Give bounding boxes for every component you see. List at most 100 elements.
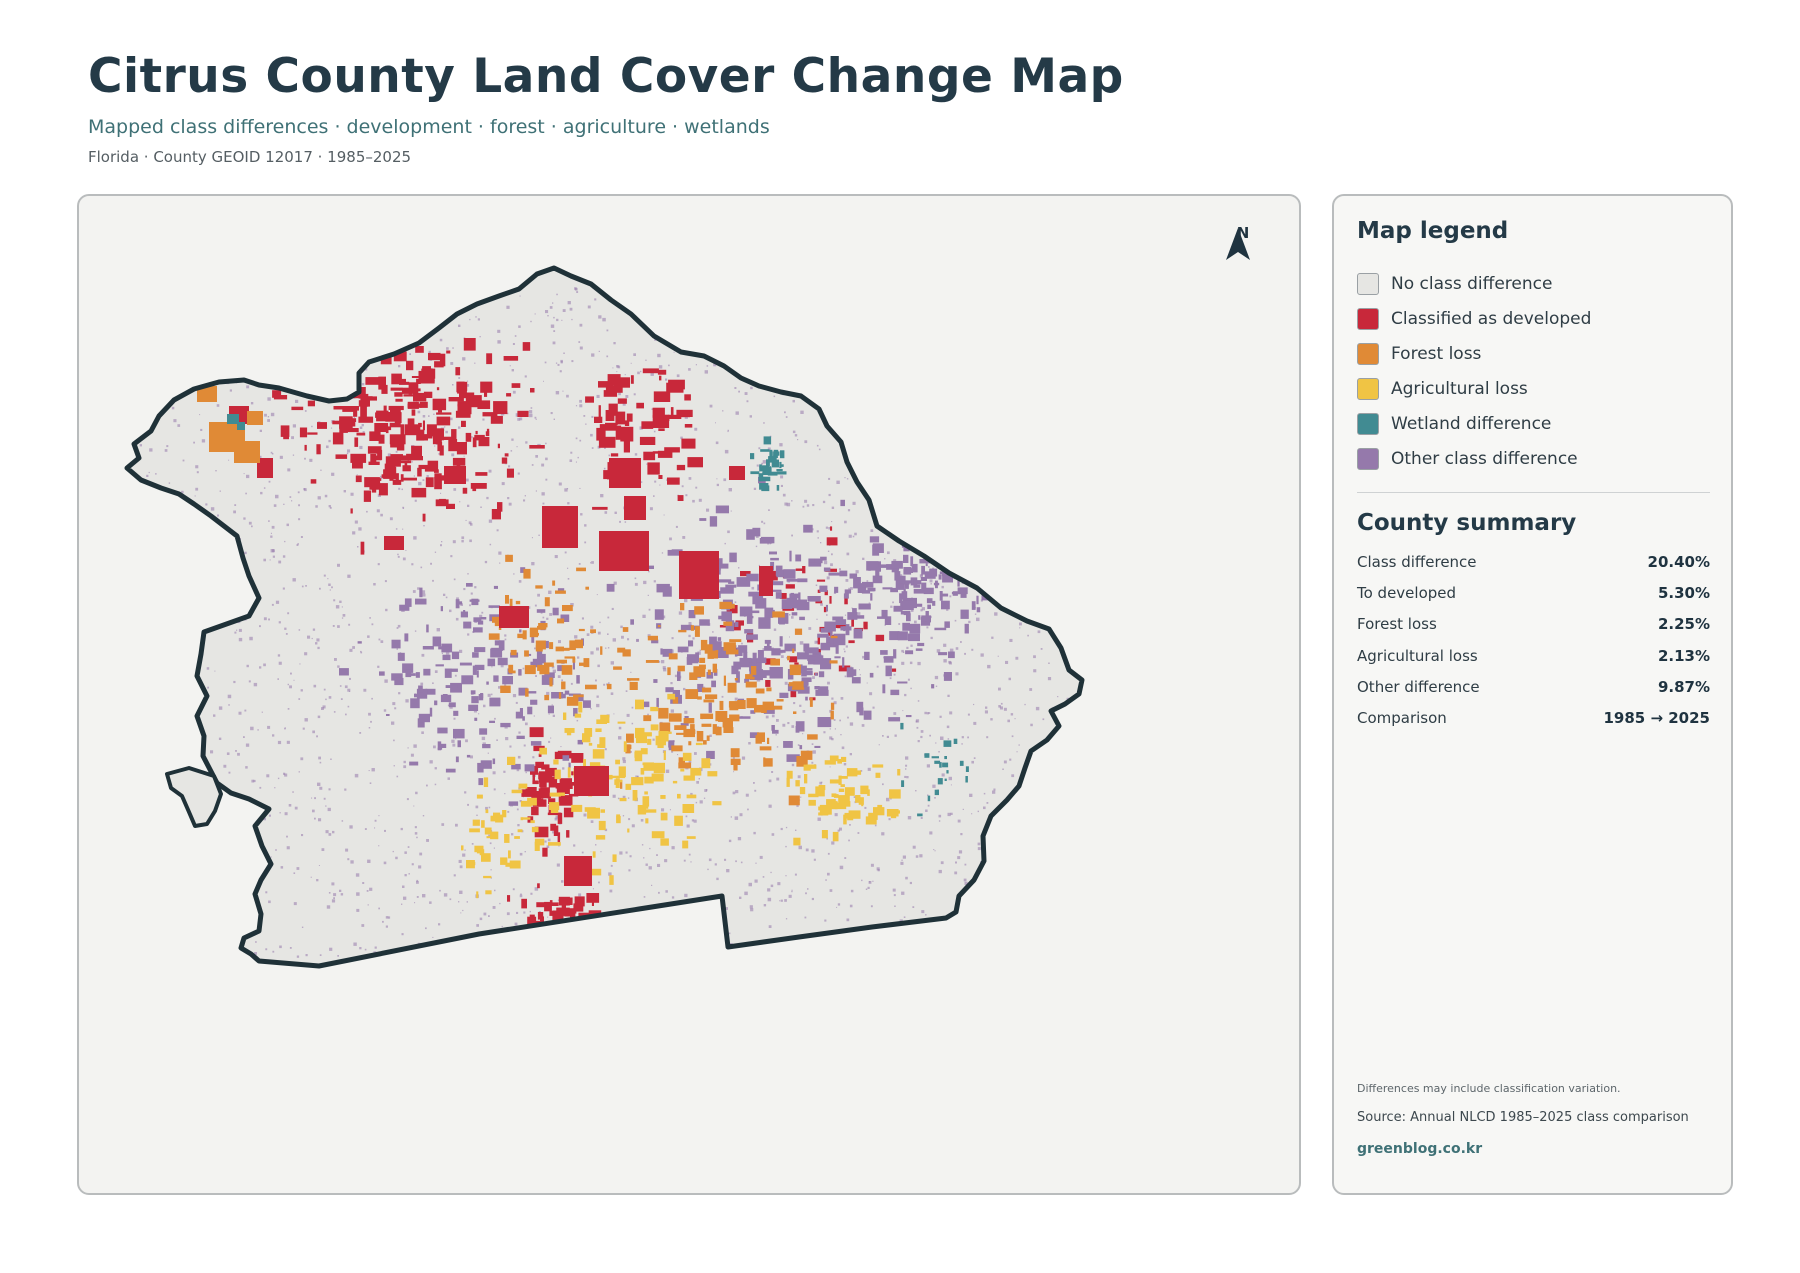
developed-patch: [332, 420, 346, 425]
other-change-patch: [835, 642, 839, 654]
developed-patch: [817, 636, 820, 645]
other-change-speck: [1053, 894, 1057, 898]
other-change-speck: [961, 736, 964, 739]
other-change-patch: [875, 567, 880, 579]
developed-patch: [838, 665, 851, 672]
other-change-speck: [1075, 436, 1077, 439]
other-change-speck: [1033, 939, 1035, 941]
other-change-speck: [459, 890, 463, 894]
other-change-speck: [905, 876, 908, 880]
other-change-patch: [573, 708, 578, 717]
other-change-patch: [885, 665, 892, 677]
other-change-speck: [475, 316, 477, 318]
other-change-patch: [551, 692, 564, 699]
other-change-speck: [1025, 407, 1029, 412]
other-change-speck: [187, 379, 190, 382]
other-change-speck: [407, 846, 410, 848]
map-panel[interactable]: N: [77, 194, 1301, 1195]
other-change-speck: [921, 607, 925, 611]
other-change-speck: [1021, 296, 1024, 299]
developed-patch: [615, 411, 626, 425]
other-change-speck: [869, 398, 871, 400]
other-change-speck: [184, 311, 187, 314]
swatch-other-difference: [1357, 447, 1379, 470]
other-change-speck: [716, 483, 719, 487]
other-change-speck: [447, 777, 450, 780]
other-change-speck: [520, 944, 523, 947]
other-change-speck: [844, 520, 847, 524]
other-change-speck: [324, 333, 326, 335]
other-change-patch: [429, 707, 433, 717]
site-link[interactable]: greenblog.co.kr: [1357, 1141, 1483, 1157]
other-change-speck: [927, 794, 929, 796]
page-meta: Florida · County GEOID 12017 · 1985–2025: [88, 148, 412, 166]
other-change-speck: [794, 434, 798, 437]
other-change-speck: [1018, 567, 1020, 569]
developed-patch: [549, 900, 553, 903]
developed-patch: [363, 490, 371, 502]
other-change-patch: [437, 741, 442, 751]
other-change-speck: [1066, 427, 1068, 429]
other-change-speck: [604, 828, 608, 832]
other-change-speck: [420, 682, 424, 686]
other-change-patch: [890, 504, 903, 507]
other-change-speck: [610, 864, 613, 867]
other-change-speck: [463, 455, 465, 457]
other-change-speck: [374, 946, 377, 949]
other-change-patch: [665, 687, 674, 693]
other-change-speck: [824, 919, 827, 922]
other-change-speck: [506, 305, 510, 309]
agricultural-loss-patch: [549, 802, 560, 810]
other-change-speck: [882, 474, 885, 477]
other-change-speck: [788, 300, 791, 303]
developed-patch: [482, 412, 498, 417]
other-change-speck: [1030, 361, 1034, 365]
forest-loss-patch: [626, 733, 634, 743]
other-change-speck: [206, 929, 209, 932]
developed-patch: [592, 506, 608, 510]
other-change-speck: [1060, 758, 1063, 762]
other-change-patch: [921, 621, 928, 625]
other-change-speck: [763, 904, 767, 907]
county-map[interactable]: [79, 196, 1301, 1195]
other-change-speck: [469, 318, 471, 321]
other-change-speck: [884, 624, 886, 626]
other-change-speck: [545, 442, 547, 445]
other-change-speck: [1010, 926, 1013, 929]
other-change-speck: [853, 286, 857, 290]
other-change-speck: [808, 331, 812, 335]
other-change-speck: [643, 580, 647, 585]
agricultural-loss-patch: [606, 774, 613, 780]
agricultural-loss-patch: [485, 809, 489, 814]
other-change-speck: [139, 493, 143, 497]
other-change-speck: [768, 509, 770, 511]
other-change-speck: [579, 404, 583, 408]
other-change-patch: [547, 705, 554, 714]
other-change-patch: [957, 559, 969, 568]
developed-patch: [795, 568, 804, 571]
other-change-speck: [762, 460, 767, 464]
other-change-speck: [300, 382, 302, 385]
forest-loss-patch: [715, 650, 719, 654]
other-change-speck: [827, 872, 830, 876]
other-change-patch: [799, 745, 803, 750]
other-change-speck: [591, 561, 594, 564]
other-change-speck: [648, 866, 652, 870]
other-change-speck: [356, 474, 358, 476]
other-change-patch: [402, 663, 414, 673]
other-change-patch: [944, 551, 955, 554]
other-change-speck: [579, 346, 583, 350]
developed-patch: [339, 367, 345, 373]
other-change-speck: [410, 753, 414, 757]
developed-patch: [537, 883, 540, 889]
other-change-patch: [469, 599, 480, 602]
developed-patch: [430, 377, 434, 381]
other-change-speck: [287, 683, 289, 686]
other-change-speck: [529, 910, 531, 913]
other-change-speck: [693, 292, 695, 295]
developed-patch: [829, 596, 832, 604]
agricultural-loss-patch: [476, 891, 479, 899]
developed-patch: [667, 477, 680, 485]
developed-patch: [350, 453, 367, 463]
other-change-patch: [531, 633, 535, 643]
